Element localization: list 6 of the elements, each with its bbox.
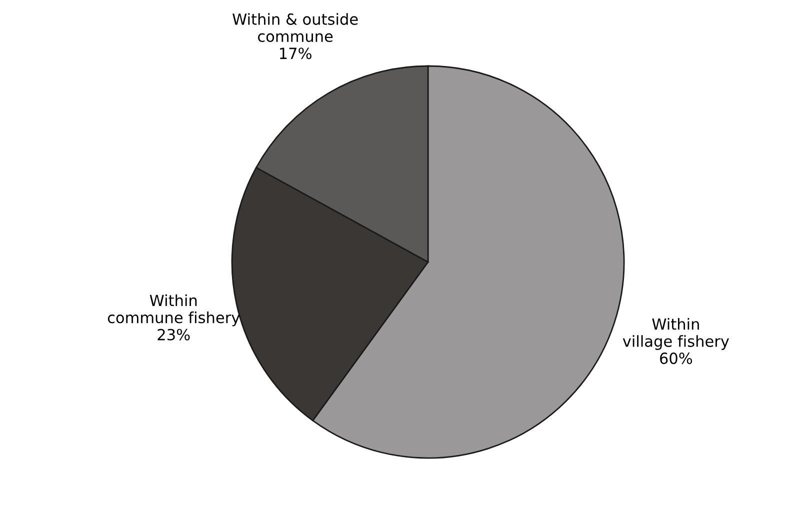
slice-label: Within village fishery	[622, 318, 730, 350]
data-label: 17%	[280, 48, 312, 60]
slice-label: Within commune fishery	[108, 294, 240, 326]
data-label: 23%	[158, 328, 190, 340]
data-label: 60%	[660, 352, 692, 364]
slice-label: Within & outside commune	[232, 13, 358, 42]
